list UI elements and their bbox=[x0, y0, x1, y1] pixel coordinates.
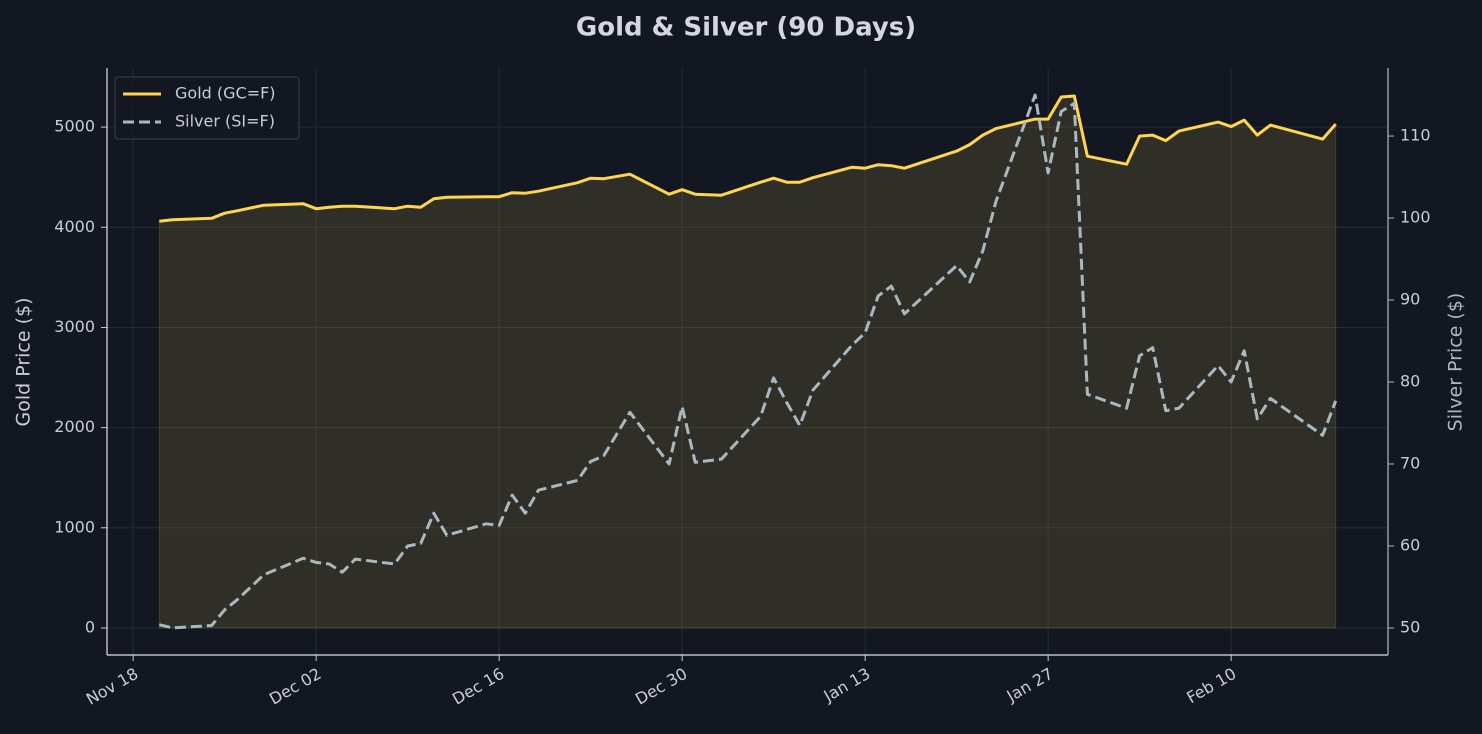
y-tick-label: 4000 bbox=[54, 217, 95, 236]
y2-tick-label: 70 bbox=[1400, 453, 1420, 472]
y2-tick-label: 90 bbox=[1400, 290, 1420, 309]
y2-tick-label: 60 bbox=[1400, 535, 1420, 554]
series-line bbox=[158, 93, 1338, 630]
y-axis-label: Gold Price ($) bbox=[13, 297, 35, 426]
y-tick-label: 5000 bbox=[54, 117, 95, 136]
y2-tick-label: 100 bbox=[1400, 208, 1431, 227]
chart-title: Gold & Silver (90 Days) bbox=[576, 13, 916, 43]
y-tick-label: 3000 bbox=[54, 317, 95, 336]
legend-label: Gold (GC=F) bbox=[175, 84, 276, 103]
y-tick-label: 0 bbox=[85, 617, 95, 636]
y2-axis-label: Silver Price ($) bbox=[1445, 293, 1467, 432]
y2-tick-label: 80 bbox=[1400, 371, 1420, 390]
y2-tick-label: 110 bbox=[1400, 126, 1431, 145]
series-line bbox=[159, 94, 1337, 223]
legend-label: Silver (SI=F) bbox=[175, 112, 275, 131]
y-tick-label: 2000 bbox=[54, 417, 95, 436]
y-tick-label: 1000 bbox=[54, 517, 95, 536]
y2-tick-label: 50 bbox=[1400, 617, 1420, 636]
